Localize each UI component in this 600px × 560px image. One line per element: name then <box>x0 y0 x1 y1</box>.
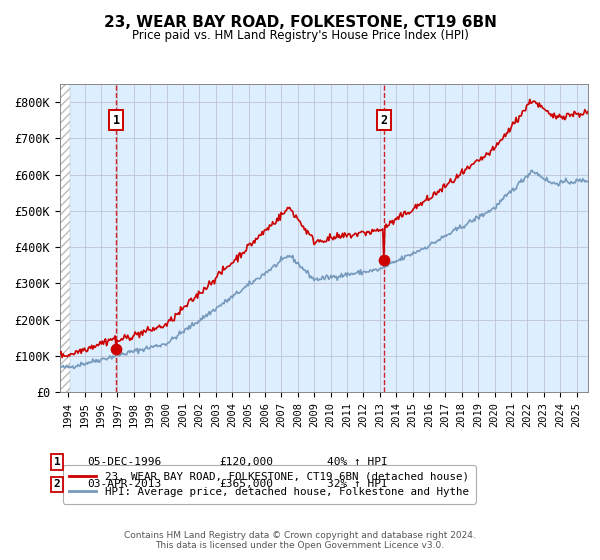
Text: 1: 1 <box>53 457 61 467</box>
Text: 05-DEC-1996: 05-DEC-1996 <box>87 457 161 467</box>
Text: £120,000: £120,000 <box>219 457 273 467</box>
Text: Contains HM Land Registry data © Crown copyright and database right 2024.
This d: Contains HM Land Registry data © Crown c… <box>124 530 476 550</box>
Text: 2: 2 <box>53 479 61 489</box>
Text: £365,000: £365,000 <box>219 479 273 489</box>
Text: 32% ↑ HPI: 32% ↑ HPI <box>327 479 388 489</box>
Legend: 23, WEAR BAY ROAD, FOLKESTONE, CT19 6BN (detached house), HPI: Average price, de: 23, WEAR BAY ROAD, FOLKESTONE, CT19 6BN … <box>63 465 476 503</box>
Text: 23, WEAR BAY ROAD, FOLKESTONE, CT19 6BN: 23, WEAR BAY ROAD, FOLKESTONE, CT19 6BN <box>104 15 496 30</box>
Text: 2: 2 <box>380 114 388 127</box>
Text: Price paid vs. HM Land Registry's House Price Index (HPI): Price paid vs. HM Land Registry's House … <box>131 29 469 42</box>
Text: 03-APR-2013: 03-APR-2013 <box>87 479 161 489</box>
Text: 40% ↑ HPI: 40% ↑ HPI <box>327 457 388 467</box>
Text: 1: 1 <box>113 114 119 127</box>
Point <box>379 255 389 264</box>
Point <box>111 344 121 353</box>
